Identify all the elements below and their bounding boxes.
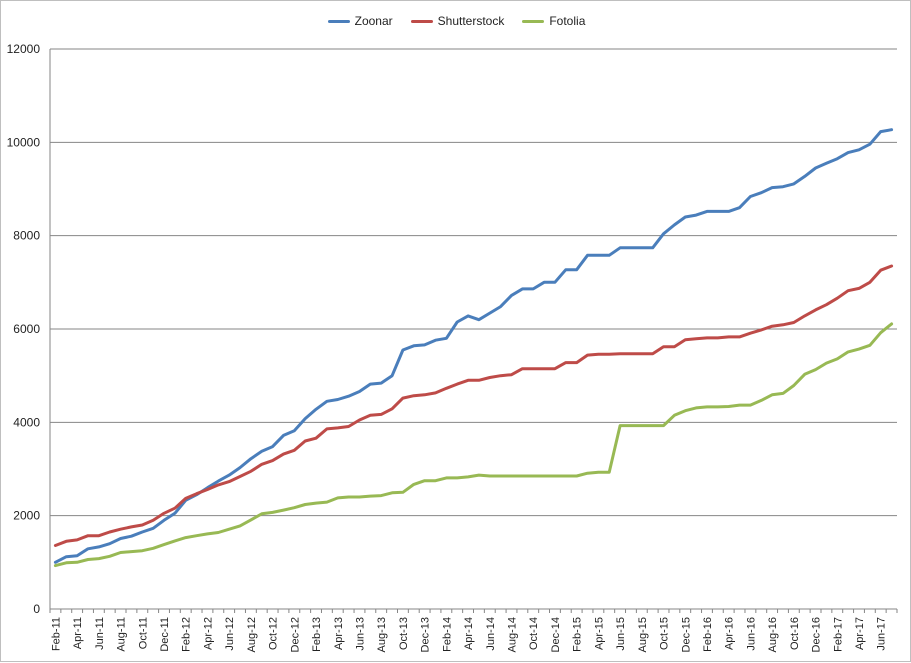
x-tick-label: Oct-14 xyxy=(528,617,540,650)
y-tick-label: 4000 xyxy=(13,415,40,429)
legend-item: Shutterstock xyxy=(410,12,505,30)
x-tick-label: Oct-11 xyxy=(137,617,149,649)
x-tick-label: Dec-13 xyxy=(420,617,432,652)
x-tick-label: Dec-15 xyxy=(680,617,692,652)
x-tick-label: Aug-12 xyxy=(246,617,258,652)
y-tick-label: 12000 xyxy=(7,42,41,56)
legend-swatch xyxy=(327,19,350,23)
x-tick-label: Oct-12 xyxy=(268,617,280,650)
x-tick-label: Apr-13 xyxy=(333,617,345,650)
legend-label: Fotolia xyxy=(549,14,586,28)
x-tick-label: Apr-12 xyxy=(202,617,214,650)
x-tick-label: Jun-16 xyxy=(745,617,757,651)
x-tick-label: Aug-11 xyxy=(116,617,128,652)
y-tick-label: 6000 xyxy=(13,322,40,336)
series-line-fotolia xyxy=(53,322,894,568)
legend-swatch xyxy=(522,19,545,23)
legend-item: Zoonar xyxy=(327,12,393,30)
series-line-zoonar xyxy=(53,128,894,564)
y-tick-label: 10000 xyxy=(7,135,41,149)
x-tick-label: Dec-16 xyxy=(811,617,823,652)
x-tick-label: Oct-15 xyxy=(659,617,671,650)
x-tick-label: Apr-14 xyxy=(463,617,475,650)
x-tick-label: Apr-15 xyxy=(593,617,605,650)
x-tick-label: Aug-15 xyxy=(637,617,649,652)
x-tick-label: Feb-13 xyxy=(311,617,323,652)
x-tick-label: Feb-12 xyxy=(181,617,193,652)
legend-label: Zoonar xyxy=(354,14,393,28)
x-tick-label: Apr-17 xyxy=(854,617,866,650)
x-tick-label: Oct-16 xyxy=(789,617,801,650)
x-tick-label: Feb-16 xyxy=(702,617,714,652)
legend-swatch xyxy=(410,19,433,23)
x-tick-label: Apr-11 xyxy=(72,617,84,649)
x-tick-label: Jun-12 xyxy=(224,617,236,651)
x-tick-label: Feb-14 xyxy=(441,617,453,652)
x-tick-label: Feb-15 xyxy=(572,617,584,652)
x-tick-label: Aug-13 xyxy=(376,617,388,652)
legend-label: Shutterstock xyxy=(437,14,505,28)
x-tick-label: Aug-14 xyxy=(507,617,519,652)
x-tick-label: Jun-14 xyxy=(485,617,497,651)
legend-item: Fotolia xyxy=(522,12,585,30)
legend: Zoonar Shutterstock Fotolia xyxy=(1,12,911,30)
x-tick-label: Feb-17 xyxy=(832,617,844,652)
x-tick-label: Jun-11 xyxy=(94,617,106,650)
x-tick-label: Oct-13 xyxy=(398,617,410,650)
y-tick-label: 8000 xyxy=(13,229,40,243)
x-tick-label: Jun-17 xyxy=(876,617,888,651)
x-tick-label: Apr-16 xyxy=(724,617,736,650)
x-tick-label: Jun-15 xyxy=(615,617,627,651)
y-tick-label: 0 xyxy=(33,602,40,616)
y-tick-label: 2000 xyxy=(13,509,40,523)
series-line-shutterstock xyxy=(53,264,894,547)
x-tick-label: Feb-11 xyxy=(50,617,62,651)
x-tick-label: Dec-12 xyxy=(289,617,301,652)
x-tick-label: Dec-14 xyxy=(550,617,562,652)
x-tick-label: Dec-11 xyxy=(159,617,171,652)
x-tick-label: Aug-16 xyxy=(767,617,779,652)
x-tick-label: Jun-13 xyxy=(354,617,366,651)
